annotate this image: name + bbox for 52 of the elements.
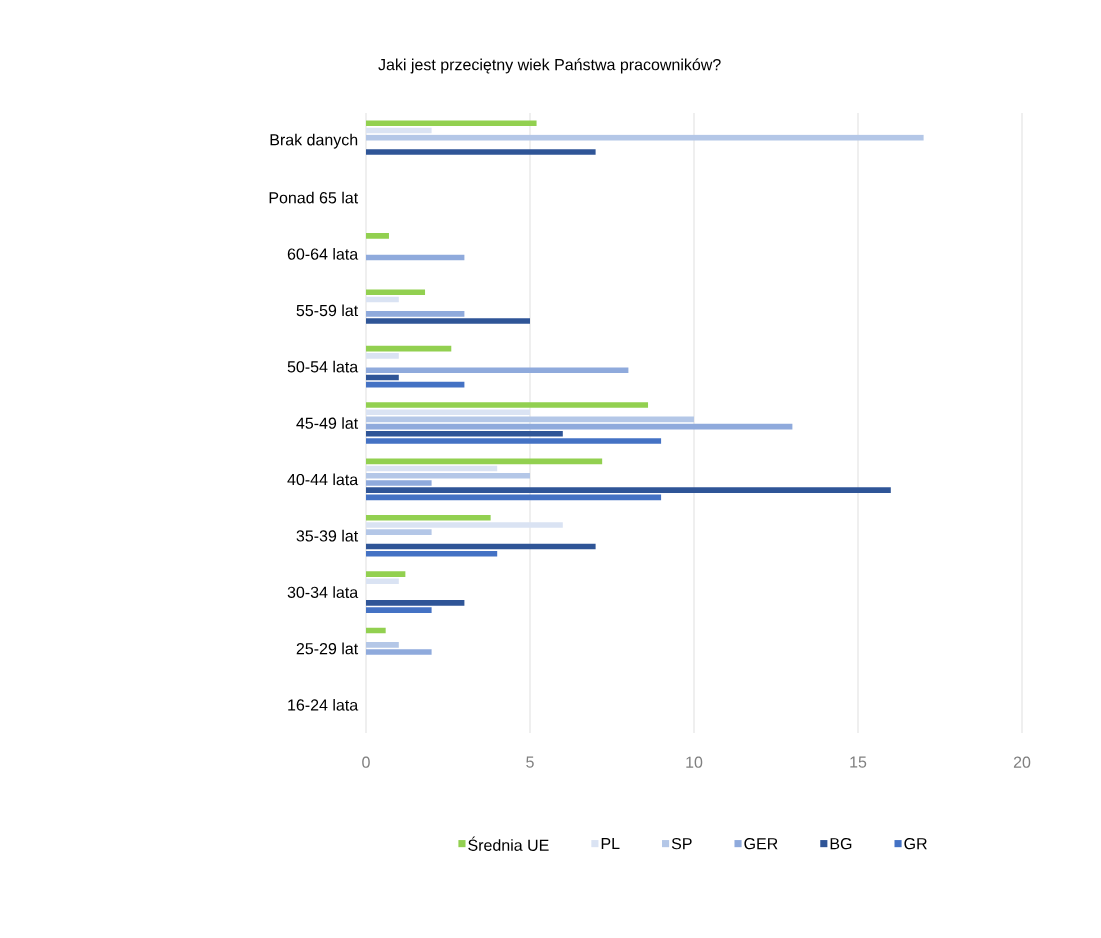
- x-tick-label: 15: [850, 756, 867, 768]
- bar: [366, 431, 563, 437]
- chart-title: Jaki jest przeciętny wiek Państwa pracowników?: [378, 58, 721, 74]
- legend-label: GER: [744, 838, 778, 850]
- x-tick-label: 0: [362, 756, 370, 768]
- legend-label: Średnia UE: [468, 836, 549, 851]
- bar: [366, 514, 491, 521]
- bar: [366, 367, 629, 374]
- y-tick-label: 30-34 lata: [287, 586, 359, 598]
- bar: [366, 353, 399, 359]
- y-tick-label: 40-44 lata: [287, 473, 359, 486]
- bar: [366, 318, 530, 324]
- bar: [366, 600, 465, 606]
- x-tick-label: 20: [1013, 756, 1031, 768]
- legend-label: SP: [671, 838, 692, 850]
- x-tick-label: 5: [526, 756, 534, 768]
- bar: [366, 296, 399, 303]
- bar: [366, 149, 596, 155]
- x-tick-label: 10: [686, 756, 703, 768]
- bar: [366, 578, 399, 585]
- bar: [366, 409, 530, 415]
- bar: [366, 402, 649, 408]
- legend-label: PL: [601, 838, 620, 850]
- bar: [366, 374, 399, 381]
- bar: [366, 311, 465, 317]
- bar: [366, 529, 432, 535]
- bar: [366, 642, 399, 648]
- bar: [366, 472, 530, 479]
- bar: [366, 487, 891, 493]
- y-tick-label: 45-49 lat: [296, 417, 359, 429]
- bar: [366, 233, 389, 239]
- bar: [366, 607, 432, 613]
- bar: [366, 120, 537, 126]
- y-tick-label: 35-39 lat: [296, 529, 359, 542]
- bar: [366, 127, 432, 134]
- bar: [366, 571, 406, 577]
- y-tick-label: 50-54 lata: [287, 360, 359, 373]
- y-tick-label: 25-29 lat: [296, 642, 359, 655]
- y-tick-label: Brak danych: [270, 133, 358, 149]
- bar: [366, 649, 432, 655]
- y-tick-label: Ponad 65 lat: [269, 191, 359, 204]
- bar: [366, 627, 386, 634]
- bar: [366, 438, 662, 444]
- bar: [366, 522, 563, 528]
- bar: [366, 550, 498, 557]
- y-tick-label: 55-59 lat: [296, 304, 359, 317]
- y-tick-label: 16-24 lata: [288, 698, 359, 711]
- y-tick-label: 60-64 lata: [287, 248, 359, 260]
- bar: [366, 289, 426, 296]
- legend-label: BG: [830, 838, 852, 850]
- legend-label: GR: [904, 838, 927, 850]
- bar: [366, 480, 432, 486]
